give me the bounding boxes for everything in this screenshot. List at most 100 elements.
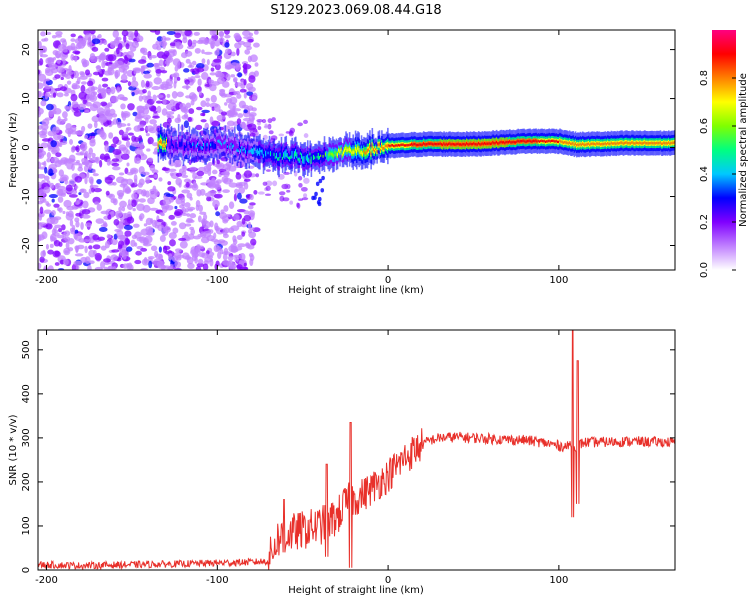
ridge-segment <box>449 142 451 145</box>
noise-blob <box>126 162 130 167</box>
noise-blob <box>100 245 107 251</box>
noise-blob <box>67 158 76 163</box>
ridge-segment <box>653 141 656 145</box>
noise-blob <box>126 246 133 252</box>
ridge-segment <box>330 152 333 156</box>
snr-line <box>38 330 675 570</box>
ridge-segment <box>609 142 612 146</box>
ridge-segment <box>228 137 230 150</box>
noise-blob <box>69 139 73 145</box>
noise-blob <box>183 68 190 73</box>
noise-blob <box>156 105 162 114</box>
ridge-segment <box>481 142 484 145</box>
colorbar: 0.0 0.2 0.4 0.6 0.8 Normalized spectral ampl… <box>699 30 749 278</box>
ridge-segment <box>377 143 380 147</box>
noise-blob <box>213 103 221 112</box>
noise-blob <box>267 118 273 124</box>
noise-blob <box>152 115 160 119</box>
noise-blob <box>138 178 145 186</box>
noise-blob <box>83 191 90 199</box>
ridge-segment <box>664 142 667 145</box>
noise-blob <box>214 183 222 190</box>
ridge-segment <box>482 142 485 146</box>
noise-blob <box>64 105 69 110</box>
noise-blob <box>206 181 213 188</box>
noise-blob <box>74 185 79 190</box>
noise-blob <box>67 210 74 218</box>
ridge-segment <box>177 134 180 150</box>
noise-blob <box>118 172 125 176</box>
noise-blob <box>142 51 149 56</box>
ridge-segment <box>544 140 547 144</box>
ridge-segment <box>573 143 576 147</box>
ridge-segment <box>486 142 488 145</box>
noise-blob <box>104 176 113 184</box>
noise-blob <box>215 70 223 78</box>
noise-blob <box>132 207 136 212</box>
ridge-segment <box>251 148 254 155</box>
noise-blob <box>62 111 68 119</box>
ridge-segment <box>158 141 161 144</box>
noise-blob <box>62 210 66 215</box>
noise-blob <box>218 173 222 178</box>
ridge-segment <box>443 142 445 145</box>
noise-blob <box>127 199 132 206</box>
noise-blob <box>74 229 79 234</box>
ridge-segment <box>585 143 588 146</box>
noise-blob <box>248 114 255 122</box>
noise-blob <box>124 167 129 175</box>
noise-blob <box>73 260 83 266</box>
noise-blob <box>320 188 325 193</box>
noise-blob <box>136 35 144 43</box>
noise-blob <box>107 67 113 72</box>
noise-blob <box>285 131 290 134</box>
noise-blob <box>170 220 177 226</box>
ridge-segment <box>290 155 292 159</box>
noise-blob <box>191 68 200 75</box>
ridge-segment <box>494 141 497 145</box>
noise-blob <box>243 109 248 114</box>
noise-blob <box>182 252 190 260</box>
ridge-segment <box>657 141 659 145</box>
snr-y-tick-label: 500 <box>21 340 32 359</box>
noise-blob <box>242 30 251 37</box>
noise-blob <box>238 186 246 194</box>
noise-blob <box>302 193 308 198</box>
noise-blob <box>236 192 242 200</box>
noise-blob <box>265 180 273 187</box>
ridge-segment <box>327 153 329 160</box>
noise-blob <box>78 163 83 169</box>
noise-blob <box>198 204 203 213</box>
noise-blob <box>44 78 51 82</box>
noise-blob <box>116 230 124 238</box>
noise-blob <box>233 214 240 221</box>
ridge-segment <box>199 143 201 151</box>
ridge-segment <box>670 141 672 145</box>
ridge-segment <box>659 141 662 144</box>
noise-blob <box>303 133 309 139</box>
noise-blob <box>80 72 86 77</box>
ridge-segment <box>350 149 352 152</box>
ridge-segment <box>191 144 193 148</box>
ridge-segment <box>580 143 583 147</box>
noise-blob <box>146 62 154 68</box>
noise-blob <box>298 182 303 188</box>
noise-blob <box>219 88 226 93</box>
noise-blob <box>84 245 88 254</box>
noise-blob <box>264 123 268 128</box>
noise-blob <box>65 241 70 249</box>
spectrogram-y-tick-label: -10 <box>21 188 32 204</box>
noise-blob <box>236 47 240 56</box>
noise-blob <box>103 39 108 46</box>
noise-blob <box>112 148 122 156</box>
noise-blob <box>122 253 127 260</box>
noise-blob <box>61 224 66 231</box>
noise-blob <box>232 235 237 243</box>
noise-blob <box>38 173 46 179</box>
colorbar-gradient <box>712 30 736 270</box>
noise-blob <box>54 224 63 229</box>
ridge-segment <box>286 154 289 157</box>
snr-y-tick-label: 0 <box>21 567 32 573</box>
noise-blob <box>171 90 178 99</box>
noise-blob <box>138 59 147 64</box>
